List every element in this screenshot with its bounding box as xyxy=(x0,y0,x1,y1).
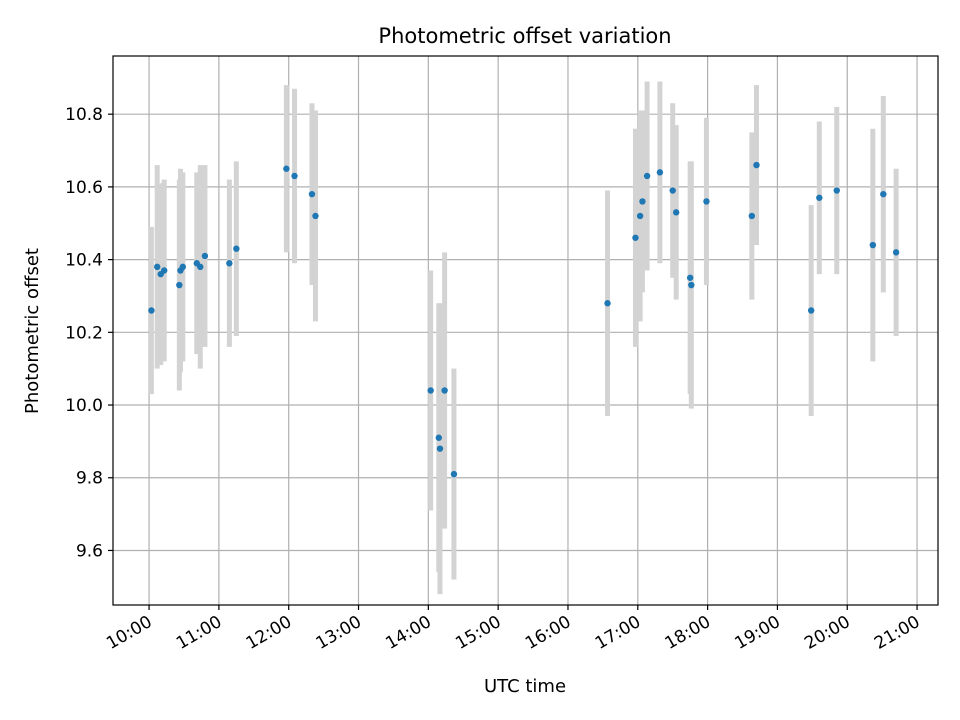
data-point xyxy=(688,281,695,289)
data-point xyxy=(748,212,756,220)
data-point xyxy=(160,267,168,274)
data-point xyxy=(880,190,887,198)
data-point xyxy=(233,245,240,252)
data-point xyxy=(308,190,316,198)
data-point xyxy=(312,212,319,220)
data-point xyxy=(672,209,680,216)
y-tick-label: 10.6 xyxy=(65,178,103,198)
markers xyxy=(148,161,900,478)
data-point xyxy=(226,260,233,267)
y-tick-label: 9.6 xyxy=(76,541,103,561)
y-tick-label: 10.8 xyxy=(65,105,103,125)
data-point xyxy=(179,263,187,271)
data-point xyxy=(643,172,651,180)
data-point xyxy=(656,169,664,176)
data-point xyxy=(176,281,183,289)
data-point xyxy=(197,263,204,271)
data-point xyxy=(632,234,639,241)
data-point xyxy=(441,387,448,394)
data-point xyxy=(154,263,161,271)
data-point xyxy=(427,387,434,394)
y-tick-label: 10.4 xyxy=(65,251,103,271)
data-point xyxy=(753,161,760,169)
y-tick-label: 10.2 xyxy=(65,323,103,343)
x-axis-label: UTC time xyxy=(484,676,566,697)
data-point xyxy=(201,252,209,260)
data-point xyxy=(604,300,611,307)
data-point xyxy=(435,434,443,441)
data-point xyxy=(807,307,815,314)
data-point xyxy=(450,470,458,478)
data-point xyxy=(283,165,290,172)
data-point xyxy=(686,274,694,281)
y-tick-label: 9.8 xyxy=(76,469,103,489)
data-point xyxy=(639,198,646,205)
data-point xyxy=(816,194,823,201)
data-point xyxy=(636,212,644,220)
plot-frame xyxy=(112,55,939,606)
chart-title: Photometric offset variation xyxy=(378,24,671,48)
data-point xyxy=(892,249,900,256)
data-point xyxy=(703,198,710,205)
data-point xyxy=(833,187,840,194)
data-point xyxy=(291,172,298,180)
data-point xyxy=(436,445,444,452)
data-point xyxy=(869,241,877,249)
data-point xyxy=(669,187,676,194)
y-tick-label: 10.0 xyxy=(65,396,103,416)
y-axis-label: Photometric offset xyxy=(22,248,43,414)
data-point xyxy=(148,307,155,314)
